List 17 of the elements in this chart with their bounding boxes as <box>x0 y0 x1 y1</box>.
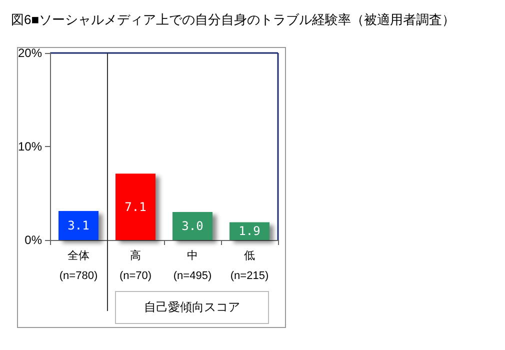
bar <box>116 174 156 240</box>
x-tick-label: 高 (n=70) <box>119 249 152 282</box>
x-tick-label: 低 (n=215) <box>230 250 269 282</box>
data-label: 3.0 <box>182 218 204 233</box>
bar <box>58 211 98 240</box>
chart-title: 図6■ソーシャルメディア上での自分自身のトラブル経験率（被適用者調査） <box>11 12 456 27</box>
y-tick-label: 10% <box>18 140 42 154</box>
y-tick-label: 20% <box>18 46 42 60</box>
x-tick-label: 中 (n=495) <box>173 249 212 282</box>
x-tick-label: 全体 (n=780) <box>59 250 98 282</box>
bar <box>230 222 270 240</box>
y-tick-label: 0% <box>24 233 42 247</box>
data-label: 3.1 <box>68 218 90 233</box>
bar <box>172 212 212 240</box>
text: 自己愛傾向スコア <box>115 291 269 324</box>
data-label: 7.1 <box>124 200 146 214</box>
data-label: 1.9 <box>238 224 260 238</box>
